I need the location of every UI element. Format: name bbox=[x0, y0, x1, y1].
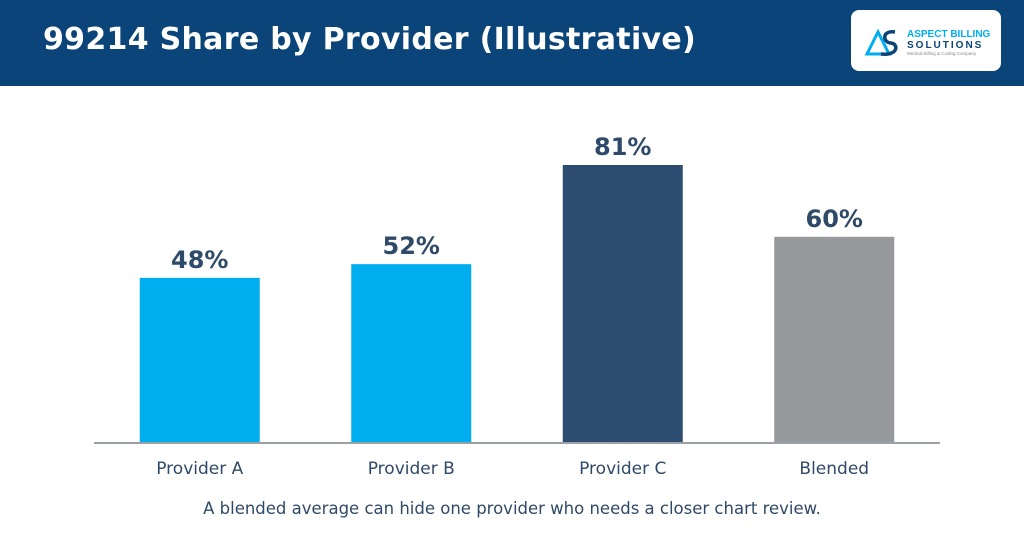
company-logo: ASPECT BILLING SOLUTIONS Medical Billing… bbox=[851, 10, 1001, 71]
value-label: 48% bbox=[171, 246, 228, 274]
x-tick-label: Provider A bbox=[156, 459, 243, 479]
value-label: 60% bbox=[806, 205, 863, 233]
chart-caption: A blended average can hide one provider … bbox=[203, 499, 821, 518]
x-tick-label: Provider B bbox=[368, 459, 455, 479]
x-tick-label: Blended bbox=[799, 459, 869, 479]
page-title: 99214 Share by Provider (Illustrative) bbox=[43, 22, 697, 57]
logo-line1: ASPECT BILLING bbox=[907, 29, 991, 40]
header-bar: 99214 Share by Provider (Illustrative) A… bbox=[0, 0, 1024, 86]
logo-tagline: Medical Billing & Coding Company bbox=[907, 51, 977, 56]
logo-line2: SOLUTIONS bbox=[907, 40, 983, 51]
bar-provider-c bbox=[562, 164, 683, 443]
x-tick-label: Provider C bbox=[579, 459, 666, 479]
value-label: 81% bbox=[594, 133, 651, 161]
bar-provider-b bbox=[351, 264, 472, 442]
logo-graphic: ASPECT BILLING SOLUTIONS Medical Billing… bbox=[864, 28, 991, 56]
bar-blended bbox=[774, 236, 895, 442]
value-label: 52% bbox=[383, 232, 440, 260]
bar-provider-a bbox=[139, 277, 260, 442]
